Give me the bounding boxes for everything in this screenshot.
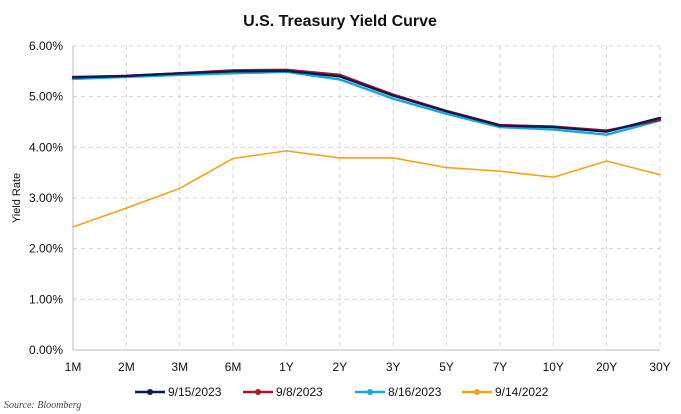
legend-label: 8/16/2023 bbox=[388, 385, 442, 399]
y-tick-label: 2.00% bbox=[29, 242, 63, 256]
legend-item: 9/8/2023 bbox=[243, 385, 323, 399]
x-tick-label: 30Y bbox=[649, 360, 670, 374]
legend-marker bbox=[255, 389, 261, 395]
legend: 9/15/2023 9/8/2023 8/16/2023 9/14/2022 bbox=[135, 385, 549, 399]
x-tick-label: 3M bbox=[171, 360, 188, 374]
series-line-9-8-2023 bbox=[71, 68, 662, 132]
legend-marker bbox=[474, 389, 480, 395]
legend-label: 9/8/2023 bbox=[276, 385, 323, 399]
source-note: Source: Bloomberg bbox=[4, 400, 81, 411]
x-tick-label: 1Y bbox=[279, 360, 294, 374]
axes: 0.00% 1.00% 2.00% 3.00% 4.00% 5.00% 6.00% 1M 2M 3… bbox=[29, 39, 671, 374]
x-tick-label: 2Y bbox=[332, 360, 347, 374]
series-lines bbox=[71, 68, 662, 228]
x-tick-label: 6M bbox=[225, 360, 242, 374]
legend-item: 9/14/2022 bbox=[462, 385, 549, 399]
y-tick-label: 6.00% bbox=[29, 39, 63, 53]
x-tick-label: 5Y bbox=[439, 360, 454, 374]
y-tick-label: 3.00% bbox=[29, 191, 63, 205]
legend-label: 9/15/2023 bbox=[168, 385, 222, 399]
y-tick-label: 5.00% bbox=[29, 90, 63, 104]
legend-label: 9/14/2022 bbox=[495, 385, 549, 399]
series-line-9-15-2023 bbox=[71, 69, 662, 133]
legend-item: 9/15/2023 bbox=[135, 385, 222, 399]
y-tick-label: 1.00% bbox=[29, 292, 63, 306]
series-line-9-14-2022 bbox=[72, 150, 661, 228]
legend-marker bbox=[147, 389, 153, 395]
legend-item: 8/16/2023 bbox=[355, 385, 442, 399]
x-tick-label: 20Y bbox=[596, 360, 617, 374]
x-tick-label: 1M bbox=[65, 360, 82, 374]
chart-title: U.S. Treasury Yield Curve bbox=[243, 13, 437, 30]
x-tick-label: 3Y bbox=[386, 360, 401, 374]
series-line-8-16-2023 bbox=[71, 70, 662, 136]
y-axis-label: Yield Rate bbox=[11, 173, 23, 223]
y-tick-label: 0.00% bbox=[29, 343, 63, 357]
x-tick-label: 7Y bbox=[493, 360, 508, 374]
legend-marker bbox=[367, 389, 373, 395]
gridlines bbox=[73, 45, 661, 350]
x-tick-label: 2M bbox=[118, 360, 135, 374]
x-tick-label: 10Y bbox=[543, 360, 564, 374]
y-tick-label: 4.00% bbox=[29, 140, 63, 154]
